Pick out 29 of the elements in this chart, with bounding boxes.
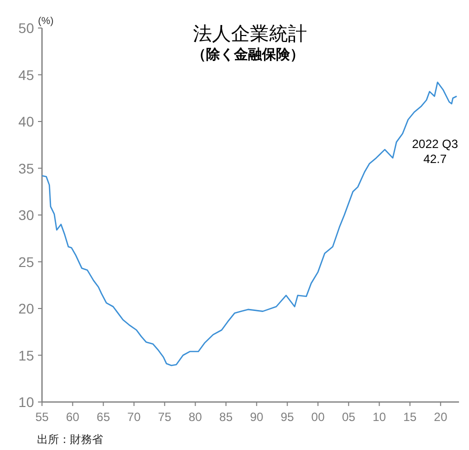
y-tick-label: 20 [18, 300, 34, 316]
x-tick-label: 05 [342, 410, 356, 424]
x-tick-label: 70 [127, 410, 141, 424]
y-tick-label: 35 [18, 160, 34, 176]
y-tick-label: 30 [18, 207, 34, 223]
annotation: 2022 Q3 42.7 [412, 137, 458, 166]
y-tick-label: 15 [18, 347, 34, 364]
text: （除く金融保険） [192, 46, 304, 62]
y-tick-label: 25 [18, 254, 34, 270]
text: 出所：財務省 [37, 433, 103, 446]
x-tick-label: 95 [280, 410, 294, 424]
x-tick-label: 00 [311, 410, 325, 424]
x-tick-label: 75 [158, 410, 172, 424]
y-tick-label: 45 [18, 66, 34, 83]
x-tick-label: 80 [188, 410, 202, 424]
x-tick-label: 10 [372, 410, 386, 424]
x-tick-label: 55 [35, 410, 49, 424]
line-series [41, 82, 458, 366]
y-axis-title: (%) [38, 16, 54, 27]
x-tick-label: 90 [250, 410, 264, 424]
y-tick-label: 50 [18, 20, 34, 36]
x-tick-label: 20 [434, 410, 448, 424]
x-tick-label: 65 [96, 410, 110, 424]
x-tick-label: 60 [66, 410, 80, 424]
chart-title: 法人企業統計 [193, 24, 307, 45]
y-tick-label: 40 [18, 114, 34, 130]
y-tick-label: 10 [18, 394, 34, 410]
x-tick-label: 15 [403, 410, 417, 424]
x-tick-label: 85 [219, 410, 233, 424]
